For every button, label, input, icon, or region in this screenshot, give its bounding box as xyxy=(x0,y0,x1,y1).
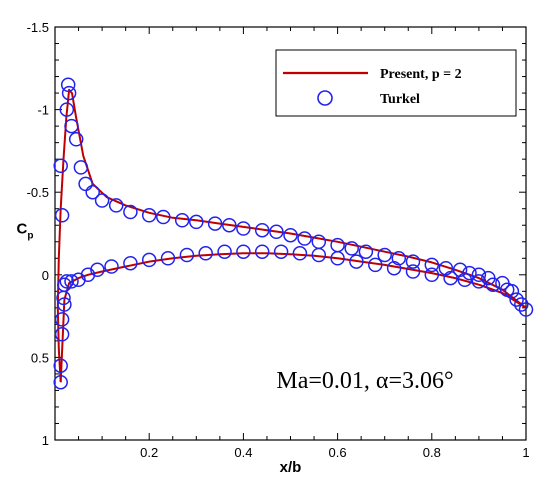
y-tick-label: -0.5 xyxy=(27,185,49,200)
turkel-marker xyxy=(509,292,524,307)
turkel-marker xyxy=(349,254,364,269)
turkel-marker xyxy=(217,244,232,259)
turkel-marker xyxy=(358,244,374,259)
turkel-marker xyxy=(485,277,501,292)
x-tick-label: 1 xyxy=(522,445,529,460)
y-axis-title-main: C xyxy=(17,221,28,238)
legend: Present, p = 2 Turkel xyxy=(275,49,517,117)
chart-annotation: Ma=0.01, α=3.06° xyxy=(276,368,453,394)
turkel-marker xyxy=(123,255,138,271)
turkel-marker xyxy=(68,132,84,147)
legend-marker-swatch xyxy=(317,90,333,106)
x-tick-label: 0.4 xyxy=(234,445,252,460)
turkel-marker xyxy=(64,118,79,134)
y-tick-label: 0 xyxy=(42,268,49,283)
turkel-marker xyxy=(64,274,79,289)
y-tick-label: -1.5 xyxy=(27,20,49,35)
x-tick-label: 0.2 xyxy=(140,445,158,460)
axis-ticks: 0.2 0.4 0.6 0.8 1 -1.5 -1 -0.5 0 0.5 1 xyxy=(27,20,530,460)
turkel-marker xyxy=(57,297,72,312)
turkel-marker xyxy=(471,267,487,283)
turkel-marker xyxy=(54,312,70,327)
turkel-marker xyxy=(424,257,440,273)
turkel-marker xyxy=(90,262,105,278)
y-axis-title: Cp xyxy=(17,221,34,242)
turkel-marker xyxy=(94,193,110,208)
turkel-marker xyxy=(54,327,70,342)
turkel-marker xyxy=(514,297,529,312)
y-tick-label: 1 xyxy=(42,433,49,448)
turkel-marker xyxy=(424,267,440,283)
legend-label-turkel: Turkel xyxy=(380,92,420,107)
turkel-marker xyxy=(73,160,89,175)
turkel-marker xyxy=(57,277,72,292)
turkel-marker xyxy=(330,237,345,253)
series-markers xyxy=(53,77,534,390)
y-axis-title-subscript: p xyxy=(27,231,33,242)
turkel-marker xyxy=(60,77,76,93)
series-line-0 xyxy=(56,88,527,383)
turkel-marker xyxy=(297,231,312,246)
legend-box xyxy=(275,49,517,117)
turkel-marker xyxy=(54,208,70,223)
turkel-marker xyxy=(311,247,327,263)
turkel-marker xyxy=(53,358,68,373)
turkel-marker xyxy=(518,302,534,317)
turkel-marker xyxy=(236,221,251,236)
legend-label-present: Present, p = 2 xyxy=(380,67,462,82)
turkel-marker xyxy=(386,260,402,276)
turkel-marker xyxy=(269,224,284,240)
turkel-marker xyxy=(311,234,327,250)
turkel-marker xyxy=(53,158,68,174)
turkel-marker xyxy=(78,176,93,192)
turkel-marker xyxy=(61,85,77,101)
series-line-1 xyxy=(59,252,527,383)
turkel-marker xyxy=(283,227,298,243)
turkel-marker xyxy=(59,274,75,289)
turkel-marker xyxy=(292,246,308,261)
turkel-marker xyxy=(174,213,190,228)
x-tick-label: 0.6 xyxy=(329,445,347,460)
x-tick-label: 0.8 xyxy=(423,445,441,460)
turkel-marker xyxy=(141,208,157,223)
turkel-marker xyxy=(368,257,383,273)
turkel-marker xyxy=(179,247,195,263)
turkel-marker xyxy=(405,264,421,279)
turkel-marker xyxy=(53,374,68,390)
turkel-marker xyxy=(156,209,171,225)
y-tick-label: 0.5 xyxy=(31,350,49,365)
turkel-marker xyxy=(344,241,359,256)
turkel-marker xyxy=(254,222,270,238)
turkel-marker xyxy=(236,244,251,259)
turkel-marker xyxy=(457,272,473,288)
turkel-marker xyxy=(254,244,270,259)
turkel-marker xyxy=(405,254,421,269)
x-axis-title: x/b xyxy=(280,459,302,476)
y-tick-label: -1 xyxy=(37,103,49,118)
turkel-marker xyxy=(222,217,237,233)
turkel-marker xyxy=(141,252,157,268)
turkel-marker xyxy=(189,214,204,230)
turkel-marker xyxy=(499,282,515,297)
turkel-marker xyxy=(207,216,223,231)
turkel-marker xyxy=(59,102,75,117)
turkel-marker xyxy=(330,251,345,266)
turkel-marker xyxy=(85,184,100,200)
turkel-marker xyxy=(273,244,289,259)
turkel-marker xyxy=(104,259,119,274)
turkel-marker xyxy=(377,247,392,263)
turkel-marker xyxy=(160,251,176,266)
turkel-marker xyxy=(471,274,487,289)
turkel-marker xyxy=(198,246,213,261)
turkel-marker xyxy=(108,198,124,213)
turkel-marker xyxy=(123,204,138,220)
series-curves xyxy=(56,88,527,383)
turkel-marker xyxy=(443,270,458,286)
